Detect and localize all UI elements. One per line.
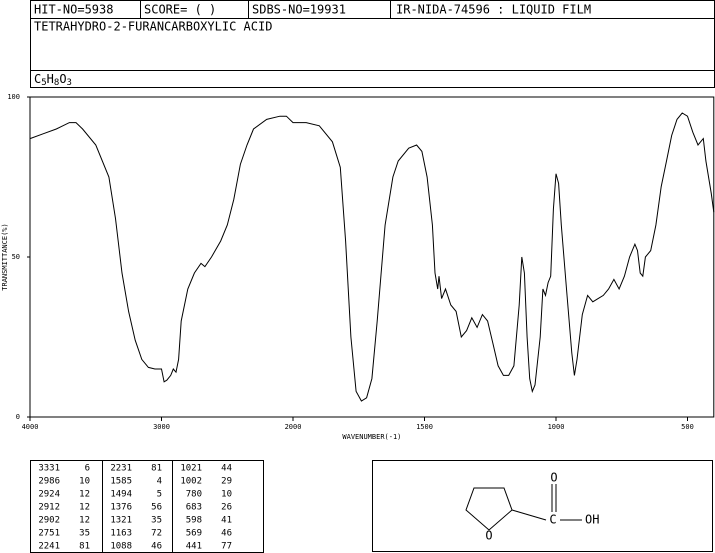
formula-element: O — [59, 72, 66, 86]
formula-element: C — [34, 72, 41, 86]
formula-subscript: 5 — [41, 78, 46, 88]
peak-transmittance: 4 — [157, 477, 162, 487]
x-tick-label: 2000 — [285, 423, 302, 431]
x-tick-label: 3000 — [153, 423, 170, 431]
x-tick-label: 1500 — [416, 423, 433, 431]
peak-wavenumber: 2231 — [110, 464, 132, 474]
peak-wavenumber: 2241 — [38, 542, 60, 552]
peak-wavenumber: 598 — [186, 516, 202, 526]
peak-transmittance: 46 — [221, 529, 232, 539]
peak-transmittance: 10 — [221, 490, 232, 500]
peak-transmittance: 44 — [221, 464, 232, 474]
peak-transmittance: 12 — [79, 490, 90, 500]
x-axis-label: WAVENUMBER(-1) — [342, 433, 401, 441]
y-tick-label: 100 — [7, 93, 20, 101]
y-tick-label: 0 — [16, 413, 20, 421]
atom-label: O — [550, 471, 557, 485]
formula-subscript: 8 — [54, 78, 59, 88]
formula: C5H8O3 — [34, 72, 72, 88]
peak-transmittance: 10 — [79, 477, 90, 487]
peak-wavenumber: 1494 — [110, 490, 132, 500]
peak-wavenumber: 1321 — [110, 516, 132, 526]
atom-label: OH — [585, 513, 599, 527]
structure-box — [372, 460, 713, 552]
peak-transmittance: 46 — [151, 542, 162, 552]
plot-frame — [29, 96, 715, 418]
peak-wavenumber: 2751 — [38, 529, 60, 539]
peak-wavenumber: 2912 — [38, 503, 60, 513]
peak-wavenumber: 1585 — [110, 477, 132, 487]
peak-transmittance: 81 — [151, 464, 162, 474]
formula-subscript: 3 — [67, 78, 72, 88]
peak-transmittance: 12 — [79, 516, 90, 526]
x-tick-label: 1000 — [548, 423, 565, 431]
peak-transmittance: 5 — [157, 490, 162, 500]
atom-label: O — [485, 529, 492, 543]
sdbs-no: SDBS-NO=19931 — [252, 3, 346, 17]
hit-no: HIT-NO=5938 — [34, 3, 113, 17]
peak-wavenumber: 1088 — [110, 542, 132, 552]
peak-wavenumber: 1021 — [180, 464, 202, 474]
formula-element: H — [47, 72, 54, 86]
x-tick-label: 4000 — [22, 423, 39, 431]
header-frame — [30, 0, 715, 88]
peak-wavenumber: 2902 — [38, 516, 60, 526]
peak-transmittance: 12 — [79, 503, 90, 513]
y-axis-label: TRANSMITTANCE(%) — [1, 223, 9, 290]
peak-wavenumber: 569 — [186, 529, 202, 539]
compound-name: TETRAHYDRO-2-FURANCARBOXYLIC ACID — [34, 20, 272, 34]
peak-wavenumber: 2924 — [38, 490, 60, 500]
peak-transmittance: 56 — [151, 503, 162, 513]
peak-wavenumber: 2986 — [38, 477, 60, 487]
peak-transmittance: 29 — [221, 477, 232, 487]
peak-wavenumber: 3331 — [38, 464, 60, 474]
method: IR-NIDA-74596 : LIQUID FILM — [396, 3, 591, 17]
peak-transmittance: 35 — [151, 516, 162, 526]
score: SCORE= ( ) — [144, 3, 216, 17]
y-tick-label: 50 — [12, 253, 20, 261]
peak-transmittance: 6 — [85, 464, 90, 474]
peak-transmittance: 41 — [221, 516, 232, 526]
peak-wavenumber: 780 — [186, 490, 202, 500]
peak-wavenumber: 1163 — [110, 529, 132, 539]
peak-transmittance: 35 — [79, 529, 90, 539]
x-tick-label: 500 — [681, 423, 694, 431]
peak-wavenumber: 441 — [186, 542, 202, 552]
peak-wavenumber: 1376 — [110, 503, 132, 513]
peak-wavenumber: 1002 — [180, 477, 202, 487]
peak-wavenumber: 683 — [186, 503, 202, 513]
peak-transmittance: 72 — [151, 529, 162, 539]
atom-label: C — [549, 513, 556, 527]
peak-transmittance: 26 — [221, 503, 232, 513]
peak-transmittance: 77 — [221, 542, 232, 552]
spectrum-line — [29, 112, 715, 402]
peak-transmittance: 81 — [79, 542, 90, 552]
